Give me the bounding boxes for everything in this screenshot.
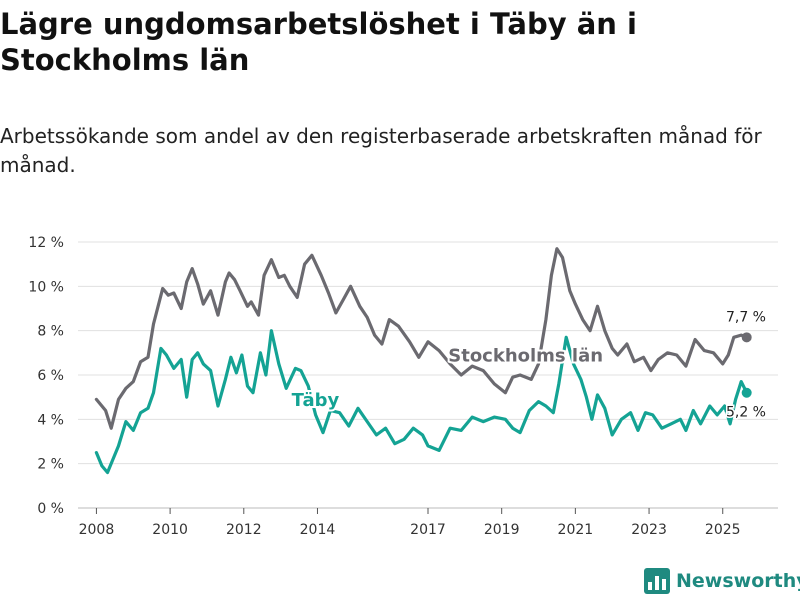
line-chart: 0 % 2 % 4 % 6 % 8 % 10 % 12 % 2008 2010 2012 2014 2… [28, 235, 778, 538]
x-tick-label: 2019 [484, 522, 520, 538]
x-tick-label: 2012 [226, 522, 262, 538]
series-end-marker [741, 332, 752, 343]
y-tick-label: 12 % [28, 235, 64, 251]
end-value-label-stockholms-lan: 7,7 % [726, 309, 766, 325]
brand-name: Newsworthy [676, 570, 800, 592]
y-tick-label: 8 % [37, 324, 64, 340]
y-tick-label: 0 % [37, 501, 64, 517]
series-label-stockholms-lan: Stockholms län [448, 346, 603, 367]
series-end-marker [741, 387, 752, 398]
y-tick-label: 2 % [37, 457, 64, 473]
bar-chart-icon [644, 568, 670, 594]
series-lines [94, 247, 752, 475]
series-line-taby [94, 329, 749, 475]
x-tick-label: 2014 [300, 522, 336, 538]
end-value-label-taby: 5,2 % [726, 405, 766, 421]
chart-title: Lägre ungdomsarbetslöshet i Täby än i St… [0, 7, 637, 77]
x-tick-label: 2008 [79, 522, 115, 538]
series-line-stockholms-lan [94, 247, 749, 430]
x-tick-label: 2017 [410, 522, 446, 538]
y-tick-label: 10 % [28, 279, 64, 295]
x-tick-label: 2025 [705, 522, 741, 538]
y-tick-label: 6 % [37, 368, 64, 384]
x-tick-label: 2023 [631, 522, 667, 538]
series-label-taby: Täby [292, 390, 340, 411]
brand-logo: Newsworthy [644, 568, 800, 594]
y-tick-label: 4 % [37, 412, 64, 428]
x-tick-label: 2010 [152, 522, 188, 538]
annotations: Stockholms län Täby 7,7 % 5,2 % [290, 308, 768, 422]
chart-subtitle: Arbetssökande som andel av den registerb… [0, 124, 762, 177]
x-tick-label: 2021 [558, 522, 594, 538]
axes: 0 % 2 % 4 % 6 % 8 % 10 % 12 % 2008 2010 2012 2014 2… [28, 235, 740, 538]
